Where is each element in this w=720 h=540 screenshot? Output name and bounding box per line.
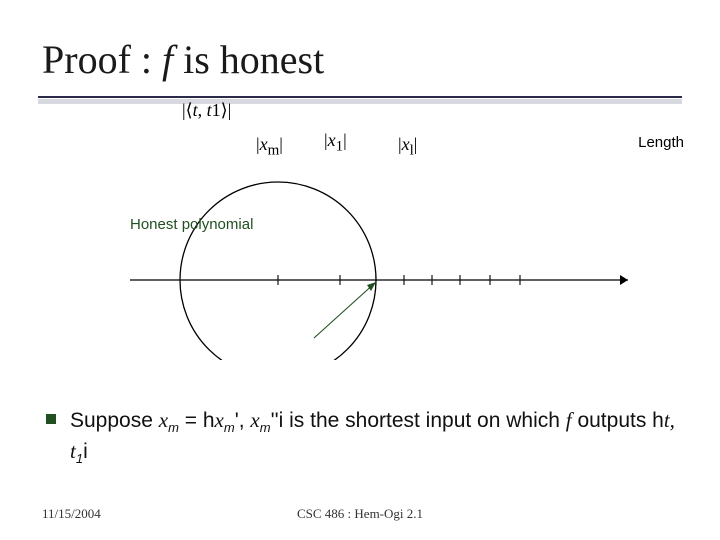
axis-arrowhead: [620, 275, 628, 285]
label-t1: |⟨t, t1⟩|: [182, 100, 231, 121]
honest-circle: [180, 182, 376, 360]
bullet-block: Suppose xm = hxm', xm''i is the shortest…: [46, 406, 686, 467]
label-xm: |xm|: [256, 134, 283, 160]
title-underline-shadow: [38, 99, 682, 104]
length-label: Length: [638, 134, 684, 151]
title-underline: [38, 96, 682, 98]
label-x1: |x1|: [324, 130, 347, 156]
honest-polynomial-label: Honest polynomial: [130, 216, 253, 233]
bullet-text: Suppose xm = hxm', xm''i is the shortest…: [70, 406, 686, 467]
label-xl: |xl|: [398, 134, 417, 160]
footer-date: 11/15/2004: [42, 506, 101, 522]
title-suffix: is honest: [173, 37, 324, 82]
footer-center: CSC 486 : Hem-Ogi 2.1: [297, 506, 423, 522]
slide-title: Proof : f is honest: [42, 36, 324, 83]
honest-poly-arrow: [314, 282, 376, 338]
diagram-svg: [60, 120, 660, 360]
bullet-icon: [46, 414, 56, 424]
title-prefix: Proof :: [42, 37, 162, 82]
title-f: f: [162, 37, 173, 82]
